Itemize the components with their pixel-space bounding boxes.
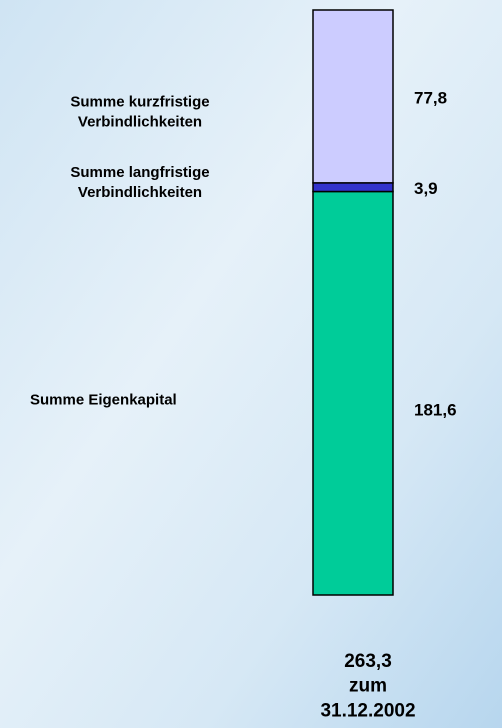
bar-segment [312,9,394,184]
series-label: Summe Eigenkapital [30,391,177,408]
value-label: 181,6 [414,401,457,420]
x-tick-label: zum 31.12.2002 [320,676,415,722]
series-label: Summe kurzfristige Verbindlichkeiten [70,93,209,130]
total-label: 263,3 [344,651,392,672]
value-label: 3,9 [414,180,438,199]
series-label: Summe langfristige Verbindlichkeiten [70,164,209,201]
bar-segment [312,190,394,596]
value-label: 77,8 [414,89,447,108]
bar-segment [312,182,394,193]
